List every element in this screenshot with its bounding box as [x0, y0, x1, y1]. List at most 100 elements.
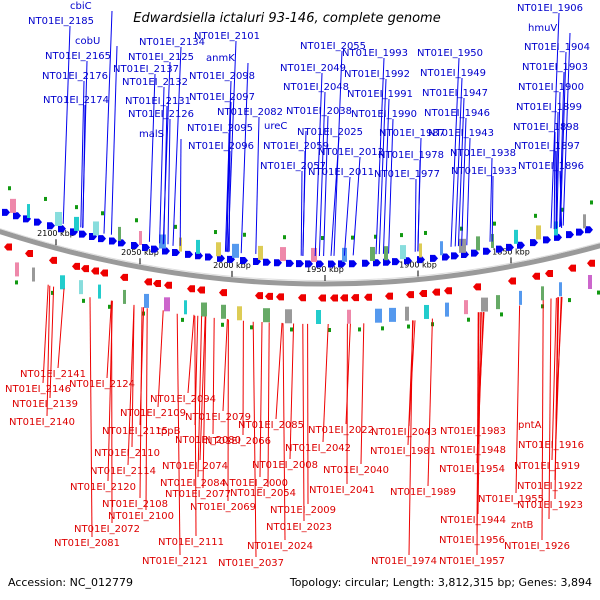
- gene-label-forward: NT01EI_2131: [125, 96, 191, 107]
- gene-label-forward: NT01EI_1943: [428, 128, 494, 139]
- forward-gene-arrow: [506, 243, 514, 251]
- gene-label-reverse: NT01EI_2100: [108, 511, 174, 522]
- gene-label-forward: NT01EI_2137: [113, 64, 179, 75]
- marker-square: [243, 232, 246, 237]
- reverse-gene-arrow: [197, 286, 205, 294]
- marker-square: [321, 236, 324, 241]
- gene-label-forward: NT01EI_2012: [318, 147, 384, 158]
- gene-callout-line: [159, 86, 165, 244]
- forward-gene-arrow: [451, 252, 459, 260]
- gene-callout-line: [551, 297, 557, 461]
- gene-callout-line: [202, 316, 207, 489]
- reverse-gene-arrow: [351, 294, 359, 302]
- callout-line-layer: [42, 10, 571, 558]
- reverse-gene-arrow: [81, 265, 89, 273]
- gene-callout-line: [282, 323, 286, 541]
- gene-callout-line: [427, 318, 433, 487]
- gene-label-reverse: NT01EI_2024: [247, 541, 313, 552]
- gene-label-reverse: NT01EI_2077: [165, 489, 231, 500]
- gene-callout-line: [148, 73, 156, 242]
- gene-label-reverse: NT01EI_1944: [440, 515, 506, 526]
- reverse-gene-arrow: [444, 287, 452, 295]
- marker-square: [561, 207, 564, 212]
- gene-label-reverse: NT01EI_1981: [370, 446, 436, 457]
- feature-block: [10, 198, 16, 213]
- feature-block: [419, 243, 422, 258]
- forward-gene-arrow: [328, 260, 336, 268]
- forward-gene-arrow: [263, 258, 271, 266]
- feature-block: [196, 239, 200, 254]
- reverse-gene-arrow: [330, 294, 338, 302]
- feature-block: [496, 295, 500, 310]
- gene-callout-line: [375, 57, 385, 255]
- forward-gene-arrow: [185, 250, 193, 258]
- forward-gene-arrow: [286, 259, 294, 267]
- gene-label-reverse: NT01EI_2009: [270, 505, 336, 516]
- reverse-gene-arrow: [298, 294, 306, 302]
- gene-label-reverse: NT01EI_1948: [440, 445, 506, 456]
- gene-label-reverse: NT01EI_2023: [266, 522, 332, 533]
- forward-gene-arrow: [483, 247, 491, 255]
- gene-label-reverse: NT01EI_2040: [323, 465, 389, 476]
- feature-block: [60, 275, 65, 290]
- forward-gene-arrow: [34, 218, 42, 226]
- gene-label-forward: NT01EI_2097: [189, 92, 255, 103]
- reverse-gene-arrow: [406, 291, 414, 299]
- gene-callout-line: [457, 97, 465, 247]
- feature-block: [405, 306, 409, 321]
- gene-label-reverse: NT01EI_2069: [190, 502, 256, 513]
- gene-label-forward: hmuV: [528, 23, 557, 34]
- feature-block: [164, 297, 170, 312]
- gene-callout-line: [145, 308, 148, 511]
- gene-callout-line: [176, 313, 181, 556]
- reverse-gene-arrow: [419, 289, 427, 297]
- feature-block: [32, 267, 35, 282]
- gene-label-reverse: NT01EI_2139: [12, 399, 78, 410]
- gene-label-reverse: NT01EI_2022: [308, 425, 374, 436]
- forward-gene-arrow: [442, 253, 450, 261]
- forward-gene-arrow: [217, 254, 225, 262]
- feature-block: [258, 245, 263, 260]
- gene-label-reverse: NT01EI_2000: [222, 478, 288, 489]
- scale-tick-label: 1850 kbp: [492, 247, 530, 256]
- feature-block: [536, 225, 541, 240]
- gene-label-forward: NT01EI_1938: [450, 148, 516, 159]
- gene-label-forward: NT01EI_1904: [524, 42, 590, 53]
- gene-callout-line: [127, 304, 135, 466]
- gene-label-reverse: NT01EI_2041: [309, 485, 375, 496]
- gene-label-forward: NT01EI_2059: [263, 141, 329, 152]
- gene-label-forward: NT01EI_1906: [517, 3, 583, 14]
- feature-block: [123, 289, 126, 304]
- feature-block: [93, 221, 99, 236]
- forward-gene-arrow: [109, 237, 117, 245]
- marker-square: [181, 317, 184, 322]
- forward-gene-arrow: [576, 228, 584, 236]
- gene-callout-line: [80, 80, 85, 228]
- track-layer: [2, 186, 600, 333]
- gene-callout-line: [559, 170, 563, 229]
- gene-callout-line: [172, 46, 182, 246]
- feature-block: [232, 243, 239, 258]
- genome-title: Edwardsiella ictaluri 93-146, complete g…: [133, 11, 440, 26]
- gene-callout-line: [318, 91, 326, 257]
- feature-block: [559, 282, 562, 297]
- gene-label-forward: NT01EI_1949: [420, 68, 486, 79]
- gene-label-forward: NT01EI_2185: [28, 16, 94, 27]
- forward-gene-arrow: [362, 259, 370, 267]
- gene-label-forward: NT01EI_1897: [514, 141, 580, 152]
- marker-square: [467, 317, 470, 322]
- marker-square: [407, 324, 410, 329]
- marker-square: [283, 235, 286, 240]
- gene-callout-line: [89, 297, 93, 538]
- gene-callout-line: [476, 312, 479, 556]
- forward-gene-arrow: [316, 260, 324, 268]
- gene-label-reverse: NT01EI_1974: [371, 556, 437, 567]
- forward-gene-arrow: [240, 257, 248, 265]
- gene-label-forward: malS: [139, 129, 164, 140]
- gene-label-forward: NT01EI_1903: [522, 62, 588, 73]
- feature-block: [311, 247, 317, 262]
- reverse-gene-arrow: [532, 272, 540, 280]
- marker-square: [424, 230, 427, 235]
- marker-square: [75, 205, 78, 210]
- marker-square: [15, 280, 18, 285]
